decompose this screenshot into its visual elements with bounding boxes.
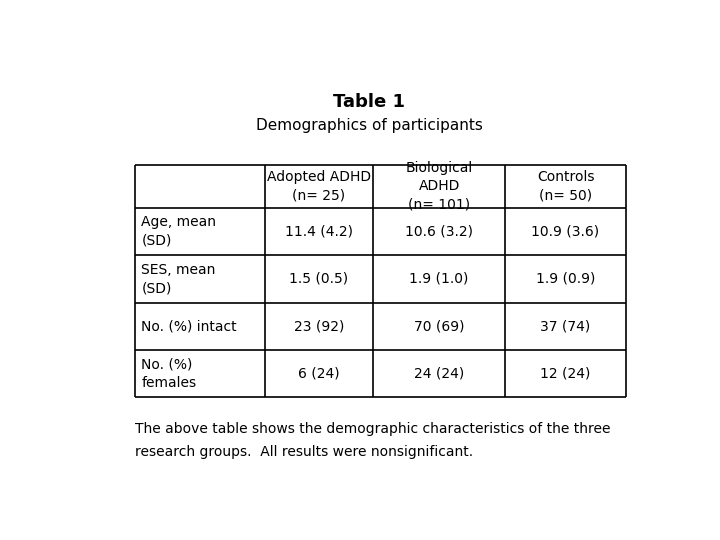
Text: Biological
ADHD
(n= 101): Biological ADHD (n= 101): [405, 161, 473, 212]
Text: Age, mean
(SD): Age, mean (SD): [141, 215, 216, 248]
Text: 37 (74): 37 (74): [541, 319, 590, 333]
Text: The above table shows the demographic characteristics of the three: The above table shows the demographic ch…: [135, 422, 610, 436]
Text: 24 (24): 24 (24): [414, 367, 464, 381]
Text: 23 (92): 23 (92): [294, 319, 344, 333]
Text: Controls
(n= 50): Controls (n= 50): [537, 170, 594, 202]
Text: No. (%)
females: No. (%) females: [141, 357, 197, 390]
Text: 10.9 (3.6): 10.9 (3.6): [531, 225, 600, 238]
Text: Adopted ADHD
(n= 25): Adopted ADHD (n= 25): [266, 170, 371, 202]
Text: 11.4 (4.2): 11.4 (4.2): [285, 225, 353, 238]
Text: 10.6 (3.2): 10.6 (3.2): [405, 225, 473, 238]
Text: 1.5 (0.5): 1.5 (0.5): [289, 272, 348, 286]
Text: 70 (69): 70 (69): [414, 319, 464, 333]
Text: research groups.  All results were nonsignificant.: research groups. All results were nonsig…: [135, 446, 473, 459]
Text: SES, mean
(SD): SES, mean (SD): [141, 262, 216, 295]
Text: 1.9 (1.0): 1.9 (1.0): [410, 272, 469, 286]
Text: No. (%) intact: No. (%) intact: [141, 319, 237, 333]
Text: 1.9 (0.9): 1.9 (0.9): [536, 272, 595, 286]
Text: 12 (24): 12 (24): [540, 367, 590, 381]
Text: 6 (24): 6 (24): [298, 367, 340, 381]
Text: Demographics of participants: Demographics of participants: [256, 118, 482, 133]
Text: Table 1: Table 1: [333, 93, 405, 111]
